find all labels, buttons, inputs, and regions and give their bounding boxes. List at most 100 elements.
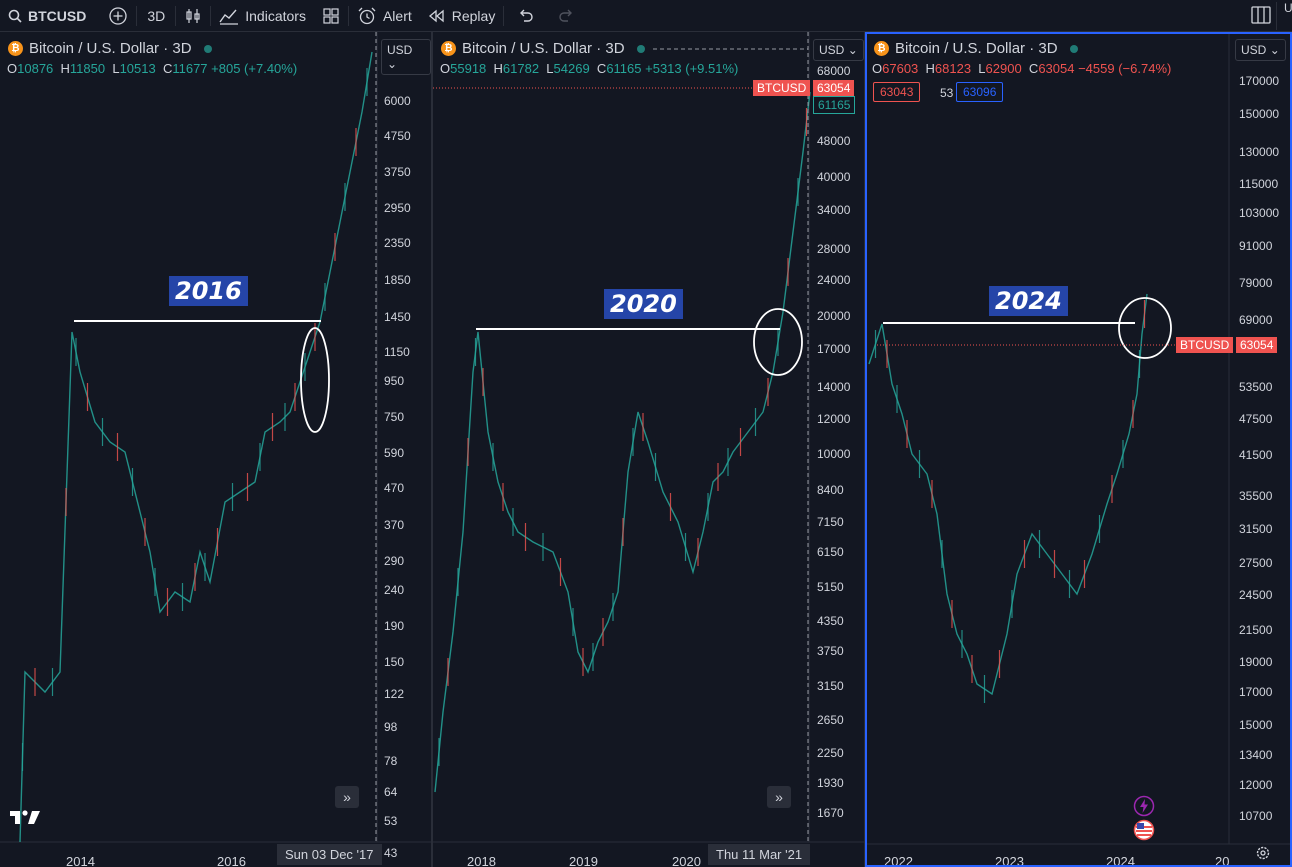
search-icon: [8, 9, 22, 23]
change-value: +5313 (+9.51%): [645, 61, 739, 76]
high-value: 11850: [69, 61, 106, 76]
price-axis-tick: 3150: [817, 679, 844, 693]
undo-button[interactable]: [504, 0, 548, 32]
change-value: −4559 (−6.74%): [1078, 61, 1172, 76]
chart-title: Bitcoin / U.S. Dollar · 3D: [895, 40, 1058, 57]
us-flag-button[interactable]: [1133, 819, 1155, 846]
interval-button[interactable]: 3D: [137, 0, 175, 32]
price-axis-tick: 370: [384, 518, 405, 532]
market-status-dot: [636, 44, 645, 53]
indicators-icon: [219, 9, 239, 25]
price-axis-tick: 4750: [384, 129, 411, 143]
price-chart-2020[interactable]: [433, 32, 864, 867]
price-axis-tick: 2950: [384, 201, 411, 215]
price-axis-tick: 15000: [1239, 718, 1273, 732]
close-value: 11677: [172, 61, 208, 76]
double-chevron-right-icon: »: [775, 789, 783, 805]
tradingview-logo[interactable]: [10, 808, 40, 831]
toolbar-edge-divider: [1276, 2, 1286, 30]
price-axis-tick: 47500: [1239, 412, 1273, 426]
price-axis-tick: 24000: [817, 273, 851, 287]
price-axis-tick: 24500: [1239, 588, 1273, 602]
low-value: 54269: [553, 61, 590, 76]
alarm-clock-icon: [358, 7, 376, 24]
price-axis-tick: 130000: [1239, 145, 1280, 159]
layout-button[interactable]: [314, 0, 348, 32]
price-axis-tick: 78: [384, 754, 398, 768]
price-axis-tick: 3750: [817, 644, 844, 658]
chart-panel-2024[interactable]: ₿ Bitcoin / U.S. Dollar · 3D O67603 H681…: [865, 32, 1292, 867]
breakout-circle-annotation[interactable]: [753, 308, 803, 376]
time-axis-tick: 2019: [569, 854, 598, 867]
scroll-to-realtime-button[interactable]: »: [767, 786, 791, 808]
candlestick-icon: [186, 8, 200, 23]
chart-legend-title: ₿ Bitcoin / U.S. Dollar · 3D: [874, 40, 1078, 57]
price-axis-tick: 1930: [817, 776, 844, 790]
chart-type-button[interactable]: [176, 0, 210, 32]
price-axis-tick: 2250: [817, 746, 844, 760]
chevron-down-icon: ⌄: [847, 43, 858, 57]
currency-label: USD: [1241, 43, 1267, 57]
chart-panel-2016[interactable]: ₿ Bitcoin / U.S. Dollar · 3D O10876 H118…: [0, 32, 431, 867]
currency-selector[interactable]: USD ⌄: [381, 39, 431, 75]
price-axis-tick: 31500: [1239, 522, 1273, 536]
price-axis-tick: 21500: [1239, 623, 1273, 637]
price-chart-2016[interactable]: [0, 32, 431, 867]
symbol-search[interactable]: BTCUSD: [0, 0, 94, 32]
scroll-to-realtime-button[interactable]: »: [335, 786, 359, 808]
indicators-button[interactable]: Indicators: [211, 0, 314, 32]
price-axis-tick: 290: [384, 554, 405, 568]
buy-price-box[interactable]: 63096: [956, 82, 1004, 102]
price-series-line: [434, 91, 811, 793]
time-axis-tick: 20: [1215, 854, 1230, 867]
market-status-dot: [1069, 44, 1078, 53]
price-axis-tick: 20000: [817, 309, 851, 323]
replay-label: Replay: [451, 7, 496, 24]
price-axis-tick: 53500: [1239, 380, 1273, 394]
price-axis-tick: 2350: [384, 236, 411, 250]
breakout-circle-annotation[interactable]: [300, 327, 330, 433]
panels-layout-button[interactable]: [1250, 4, 1272, 29]
close-value: 61165: [606, 61, 642, 76]
year-banner-2024: 2024: [989, 286, 1068, 316]
low-value: 62900: [985, 61, 1022, 76]
breakout-circle-annotation[interactable]: [1118, 297, 1172, 359]
price-axis-tick: 68000: [817, 64, 851, 78]
price-axis-tick: 150000: [1239, 107, 1280, 121]
close-value: 63054: [1038, 61, 1075, 76]
ohlc-values: O55918 H61782 L54269 C61165 +5313 (+9.51…: [440, 61, 739, 76]
undo-icon: [520, 9, 534, 22]
last-price-tag: 63054: [813, 80, 855, 96]
price-axis-tick: 17000: [1239, 685, 1273, 699]
currency-selector[interactable]: USD ⌄: [813, 39, 864, 61]
price-axis-tick: 79000: [1239, 276, 1273, 290]
rewind-icon: [428, 9, 444, 22]
chevron-down-icon: ⌄: [387, 57, 398, 71]
last-price-tag: 63054: [1236, 337, 1278, 353]
compare-button[interactable]: [100, 0, 136, 32]
chart-legend-title: ₿ Bitcoin / U.S. Dollar · 3D: [441, 40, 645, 57]
currency-selector[interactable]: USD ⌄: [1235, 39, 1286, 61]
price-axis-tick: 28000: [817, 242, 851, 256]
symbol-label: BTCUSD: [28, 7, 87, 24]
price-series-line: [868, 293, 1148, 696]
price-axis-tick: 10000: [817, 447, 851, 461]
panel-divider[interactable]: [431, 32, 433, 867]
alert-button[interactable]: Alert: [349, 0, 420, 32]
top-toolbar: BTCUSD 3D Indicators Alert Replay U: [0, 0, 1292, 32]
price-axis-tick: 122: [384, 687, 405, 701]
price-axis-tick: 1670: [817, 806, 844, 820]
time-axis-tick: 2023: [995, 854, 1024, 867]
chart-settings-button[interactable]: [1255, 845, 1271, 865]
redo-button[interactable]: [548, 0, 584, 32]
chart-panel-2020[interactable]: ₿ Bitcoin / U.S. Dollar · 3D O55918 H617…: [433, 32, 864, 867]
low-value: 10513: [119, 61, 156, 76]
double-chevron-right-icon: »: [343, 789, 351, 805]
replay-button[interactable]: Replay: [420, 0, 504, 32]
lightning-button[interactable]: [1133, 795, 1155, 822]
sell-price-box[interactable]: 63043: [873, 82, 921, 102]
time-axis-tick: 2022: [884, 854, 913, 867]
price-chart-2024[interactable]: [867, 34, 1292, 867]
price-axis-tick: 6150: [817, 545, 844, 559]
price-axis-tick: 7150: [817, 515, 844, 529]
